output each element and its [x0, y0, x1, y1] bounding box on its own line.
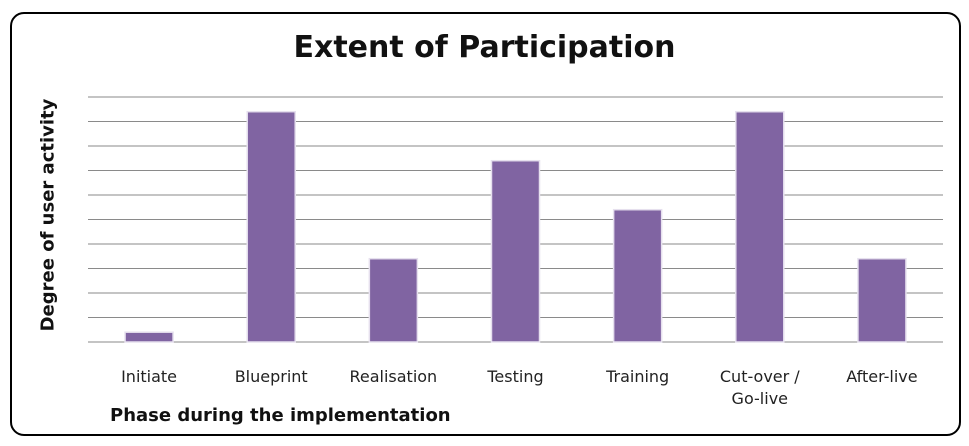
x-tick-label: Initiate	[121, 367, 178, 386]
x-tick-label: Realisation	[349, 367, 438, 386]
x-tick-label: After-live	[846, 367, 918, 386]
x-tick-label: Cut-over / Go-live	[719, 367, 800, 408]
bar	[124, 331, 174, 343]
x-axis-label: Phase during the implementation	[110, 405, 451, 426]
bar	[857, 257, 907, 343]
x-tick-label: Blueprint	[234, 367, 308, 386]
bar	[490, 159, 541, 343]
bar	[368, 257, 419, 343]
bar	[735, 110, 785, 343]
chart-title: Extent of Participation	[293, 30, 676, 65]
bar	[612, 208, 663, 343]
bar	[246, 110, 296, 343]
x-tick-label: Training	[606, 367, 670, 386]
chart-frame	[10, 12, 961, 436]
x-tick-label: Testing	[487, 367, 544, 386]
